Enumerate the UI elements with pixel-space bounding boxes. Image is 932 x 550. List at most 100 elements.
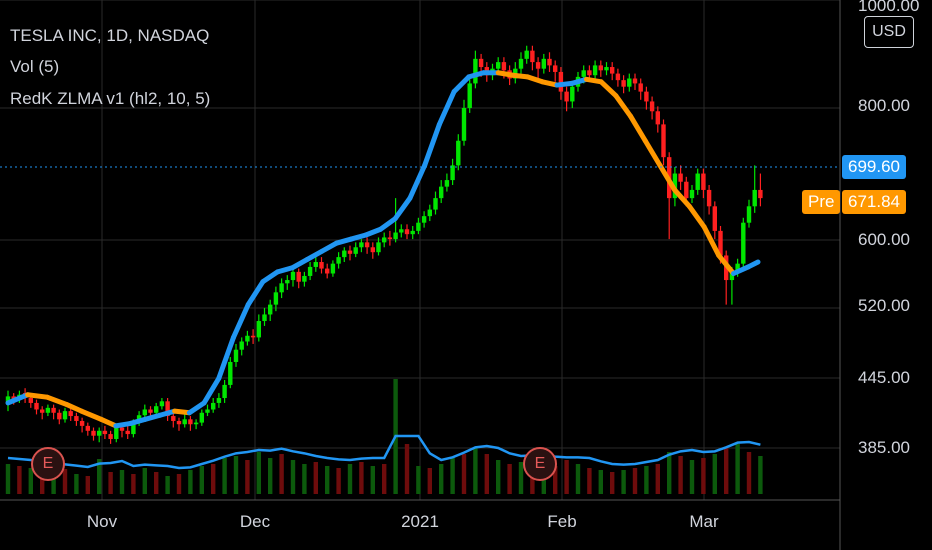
zlma-segment [348, 232, 369, 242]
volume-bar [256, 452, 261, 494]
candle-body [222, 384, 227, 399]
candle-body [410, 230, 415, 235]
candle-body [473, 58, 478, 84]
candle-body [695, 173, 700, 190]
candle-body [638, 83, 643, 92]
zlma-segment [598, 79, 619, 99]
volume-bar [724, 448, 729, 494]
y-tick-800: 800.00 [858, 96, 910, 115]
volume-bar [667, 452, 672, 494]
zlma-segment [407, 162, 428, 201]
zlma-segment [569, 76, 589, 86]
candle-body [524, 50, 529, 59]
candle-body [387, 237, 393, 240]
zlma-segment [525, 74, 545, 85]
candle-body [279, 283, 284, 293]
candle-body [245, 335, 250, 342]
candle-body [325, 268, 330, 274]
candle-body [336, 257, 341, 264]
candle-body [359, 242, 364, 248]
zlma-segment [701, 224, 722, 258]
symbol-legend: TESLA INC, 1D, NASDAQ [10, 26, 210, 45]
candle-body [273, 292, 279, 305]
zlma-segment [128, 416, 148, 426]
zlma-segment [378, 216, 398, 232]
volume-bar [131, 474, 136, 494]
candle-body [587, 70, 592, 76]
candle-body [456, 140, 461, 166]
x-tick-2021: 2021 [401, 512, 439, 531]
volume-bar [507, 464, 512, 494]
candle-body [313, 262, 318, 267]
candle-body [598, 65, 603, 71]
premarket-label: Pre [802, 190, 841, 214]
zlma-segment [44, 394, 70, 408]
volume-bar [279, 454, 284, 494]
candle-body [564, 91, 569, 102]
candle-body [496, 62, 501, 69]
volume-bar [632, 468, 638, 494]
candle-body [444, 180, 450, 187]
candle-body [268, 304, 273, 315]
candle-body [746, 206, 752, 223]
earnings-marker-2[interactable]: E [523, 447, 557, 481]
volume-bar [268, 458, 273, 494]
candle-body [57, 412, 62, 420]
candle-body [68, 411, 73, 417]
zlma-segment [157, 408, 178, 418]
candle-body [330, 263, 336, 274]
volume-bar [439, 464, 444, 494]
candle-body [393, 232, 398, 240]
candle-body [581, 70, 586, 77]
zlma-segment [436, 89, 457, 127]
volume-legend: Vol (5) [10, 57, 60, 76]
zlma-segment [657, 162, 678, 193]
candle-body [34, 402, 39, 410]
volume-ma-polyline [7, 434, 761, 470]
volume-bar [416, 466, 421, 494]
volume-bar [370, 466, 375, 494]
volume-bar [427, 468, 432, 494]
zlma-segment [230, 302, 251, 340]
candle-body [735, 263, 740, 272]
candle-body [729, 271, 735, 281]
candle-body [632, 78, 638, 84]
zlma-segment [745, 259, 761, 270]
candle-body [228, 361, 233, 385]
candle-body [148, 409, 153, 413]
volume-bar [5, 464, 11, 494]
candle-body [689, 189, 695, 199]
volume-bar [97, 459, 102, 494]
candle-body [399, 229, 404, 233]
candle-body [706, 189, 712, 207]
candle-body [302, 275, 307, 282]
candle-body [364, 242, 370, 248]
volume-bar [233, 456, 239, 494]
last-price-badge: 699.60 [842, 155, 906, 179]
candle-body [102, 430, 108, 435]
candle-body [376, 242, 381, 253]
candle-body [610, 67, 615, 74]
candle-body [404, 229, 410, 235]
volume-bar [689, 460, 695, 494]
earnings-marker-1[interactable]: E [31, 447, 65, 481]
candle-body [535, 62, 541, 69]
candle-body [239, 341, 244, 350]
candle-body [193, 422, 199, 425]
zlma-segment [363, 226, 384, 238]
candle-body [416, 222, 421, 231]
candle-body [684, 181, 689, 199]
zlma-segment [142, 412, 163, 422]
volume-bar [746, 452, 752, 494]
candle-body [627, 78, 632, 87]
candle-body [570, 86, 575, 102]
volume-bar [655, 464, 660, 494]
candle-body [114, 427, 119, 439]
candle-body [478, 58, 484, 68]
candle-body [718, 230, 723, 256]
zlma-line [5, 70, 761, 429]
currency-button[interactable]: USD [864, 16, 914, 48]
candle-body [758, 189, 763, 199]
volume-bar [518, 462, 524, 494]
